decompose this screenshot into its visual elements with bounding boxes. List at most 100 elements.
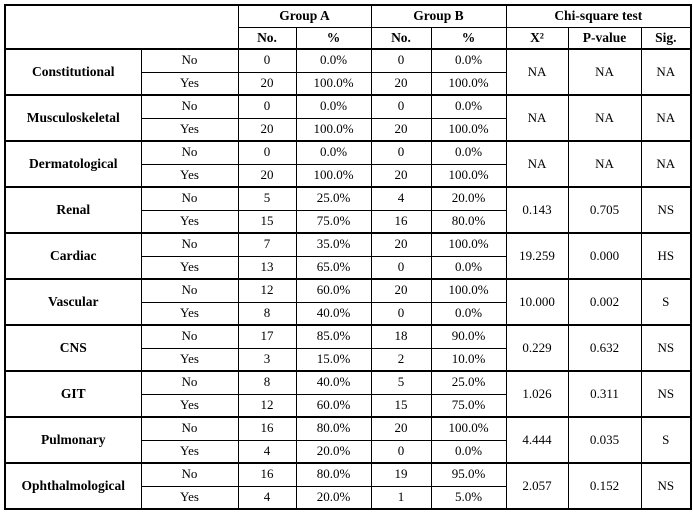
group-a-percent-cell: 15.0% [295, 347, 372, 372]
group-b-percent-cell: 100.0% [430, 71, 507, 96]
group-b-count-cell: 19 [370, 462, 432, 487]
category-row-no: Dermatological No 0 0.0% 0 0.0% NA NA NA [4, 140, 692, 188]
group-b-percent-cell: 80.0% [430, 209, 507, 234]
category-label: CNS [4, 324, 142, 372]
category-row-no: Renal No 5 25.0% 4 20.0% 0.143 0.705 NS [4, 186, 692, 234]
category-row-yes: Yes 15 75.0% 16 80.0% [5, 209, 691, 234]
toggle-no-label: No [140, 94, 239, 119]
group-a-percent-cell: 20.0% [295, 485, 372, 510]
group-b-count-cell: 0 [370, 48, 432, 73]
group-a-percent-cell: 0.0% [295, 94, 372, 119]
toggle-yes-label: Yes [140, 209, 239, 234]
category-label: Dermatological [4, 140, 142, 188]
group-a-count-cell: 13 [237, 255, 297, 280]
group-a-count-cell: 5 [237, 186, 297, 211]
group-b-percent-cell: 0.0% [430, 140, 507, 165]
group-b-count-cell: 20 [370, 163, 432, 188]
category-row-yes: Yes 4 20.0% 1 5.0% [5, 485, 691, 510]
chi-x2-cell: 4.444 [505, 416, 569, 464]
category-row-yes: Yes 20 100.0% 20 100.0% [5, 163, 691, 188]
group-a-count-cell: 4 [237, 485, 297, 510]
toggle-no-label: No [140, 370, 239, 395]
header-group-b-pct: % [430, 26, 507, 50]
group-a-percent-cell: 25.0% [295, 186, 372, 211]
group-b-count-cell: 18 [370, 324, 432, 349]
chi-x2-cell: 19.259 [505, 232, 569, 280]
group-b-percent-cell: 100.0% [430, 416, 507, 441]
group-a-percent-cell: 65.0% [295, 255, 372, 280]
category-label: Vascular [4, 278, 142, 326]
group-b-count-cell: 5 [370, 370, 432, 395]
chi-p-value-cell: 0.705 [567, 186, 642, 234]
category-label: Ophthalmological [4, 462, 142, 510]
group-a-percent-cell: 75.0% [295, 209, 372, 234]
chi-x2-cell: 2.057 [505, 462, 569, 510]
group-a-count-cell: 7 [237, 232, 297, 257]
chi-p-value-cell: 0.002 [567, 278, 642, 326]
group-a-count-cell: 20 [237, 71, 297, 96]
group-a-count-cell: 4 [237, 439, 297, 464]
group-a-percent-cell: 40.0% [295, 301, 372, 326]
toggle-yes-label: Yes [140, 163, 239, 188]
group-b-percent-cell: 5.0% [430, 485, 507, 510]
group-a-percent-cell: 0.0% [295, 140, 372, 165]
header-group-a-no: No. [237, 26, 297, 50]
chi-p-value-cell: 0.152 [567, 462, 642, 510]
group-a-count-cell: 12 [237, 393, 297, 418]
toggle-no-label: No [140, 48, 239, 73]
group-a-count-cell: 15 [237, 209, 297, 234]
group-b-count-cell: 0 [370, 439, 432, 464]
toggle-no-label: No [140, 186, 239, 211]
toggle-no-label: No [140, 140, 239, 165]
group-b-percent-cell: 75.0% [430, 393, 507, 418]
group-b-count-cell: 2 [370, 347, 432, 372]
toggle-no-label: No [140, 462, 239, 487]
group-b-percent-cell: 20.0% [430, 186, 507, 211]
group-b-count-cell: 20 [370, 416, 432, 441]
category-label: Musculoskeletal [4, 94, 142, 142]
category-row-yes: Yes 12 60.0% 15 75.0% [5, 393, 691, 418]
group-b-count-cell: 20 [370, 71, 432, 96]
group-b-count-cell: 16 [370, 209, 432, 234]
group-a-percent-cell: 60.0% [295, 393, 372, 418]
toggle-yes-label: Yes [140, 393, 239, 418]
category-row-no: Musculoskeletal No 0 0.0% 0 0.0% NA NA NA [4, 94, 692, 142]
chi-x2-cell: NA [505, 48, 569, 96]
chi-sig-cell: NS [640, 324, 692, 372]
group-a-percent-cell: 85.0% [295, 324, 372, 349]
header-group-b-no: No. [370, 26, 432, 50]
chi-sig-cell: HS [640, 232, 692, 280]
header-sig: Sig. [640, 26, 692, 50]
group-a-count-cell: 12 [237, 278, 297, 303]
group-a-count-cell: 20 [237, 117, 297, 142]
group-b-count-cell: 0 [370, 94, 432, 119]
group-b-percent-cell: 0.0% [430, 439, 507, 464]
group-a-percent-cell: 40.0% [295, 370, 372, 395]
category-row-no: Constitutional No 0 0.0% 0 0.0% NA NA NA [4, 48, 692, 96]
toggle-no-label: No [140, 416, 239, 441]
group-a-percent-cell: 100.0% [295, 71, 372, 96]
group-b-percent-cell: 0.0% [430, 255, 507, 280]
group-a-percent-cell: 35.0% [295, 232, 372, 257]
group-b-count-cell: 20 [370, 278, 432, 303]
toggle-yes-label: Yes [140, 439, 239, 464]
category-label: Constitutional [4, 48, 142, 96]
group-a-count-cell: 17 [237, 324, 297, 349]
chi-p-value-cell: NA [567, 94, 642, 142]
group-b-percent-cell: 100.0% [430, 232, 507, 257]
group-a-percent-cell: 80.0% [295, 462, 372, 487]
group-b-percent-cell: 10.0% [430, 347, 507, 372]
category-label: Renal [4, 186, 142, 234]
group-b-count-cell: 0 [370, 255, 432, 280]
chi-sig-cell: NS [640, 370, 692, 418]
group-a-count-cell: 0 [237, 140, 297, 165]
header-group-b: Group B [370, 4, 507, 28]
group-b-count-cell: 0 [370, 140, 432, 165]
chi-sig-cell: S [640, 416, 692, 464]
category-row-no: Cardiac No 7 35.0% 20 100.0% 19.259 0.000 HS [4, 232, 692, 280]
category-row-no: GIT No 8 40.0% 5 25.0% 1.026 0.311 NS [4, 370, 692, 418]
toggle-yes-label: Yes [140, 301, 239, 326]
toggle-yes-label: Yes [140, 71, 239, 96]
group-a-percent-cell: 20.0% [295, 439, 372, 464]
category-row-no: Pulmonary No 16 80.0% 20 100.0% 4.444 0.035 S [4, 416, 692, 464]
